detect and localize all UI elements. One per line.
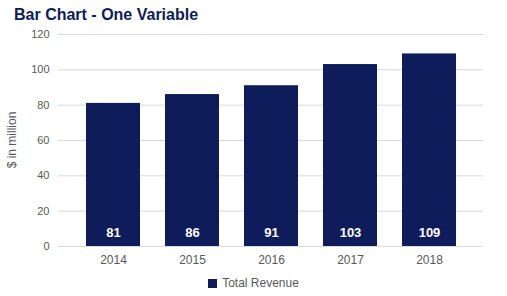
svg-text:103: 103: [340, 225, 362, 240]
svg-text:60: 60: [37, 134, 49, 146]
svg-text:40: 40: [37, 169, 49, 181]
svg-text:81: 81: [106, 225, 120, 240]
svg-text:100: 100: [31, 63, 49, 75]
html-text:Total Revenue: Total Revenue: [222, 276, 299, 290]
svg-text:86: 86: [185, 225, 199, 240]
svg-text:20: 20: [37, 205, 49, 217]
svg-text:80: 80: [37, 99, 49, 111]
svg-text:0: 0: [43, 240, 49, 252]
svg-text:$ in million: $ in million: [5, 112, 19, 169]
svg-text:2017: 2017: [337, 253, 364, 267]
svg-text:2016: 2016: [258, 253, 285, 267]
svg-text:2014: 2014: [100, 253, 127, 267]
svg-text:109: 109: [419, 225, 441, 240]
svg-text:120: 120: [31, 28, 49, 40]
svg-text:2015: 2015: [179, 253, 206, 267]
svg-text:91: 91: [264, 225, 278, 240]
html-text:Bar Chart - One Variable: Bar Chart - One Variable: [14, 6, 199, 23]
svg-text:2018: 2018: [416, 253, 443, 267]
